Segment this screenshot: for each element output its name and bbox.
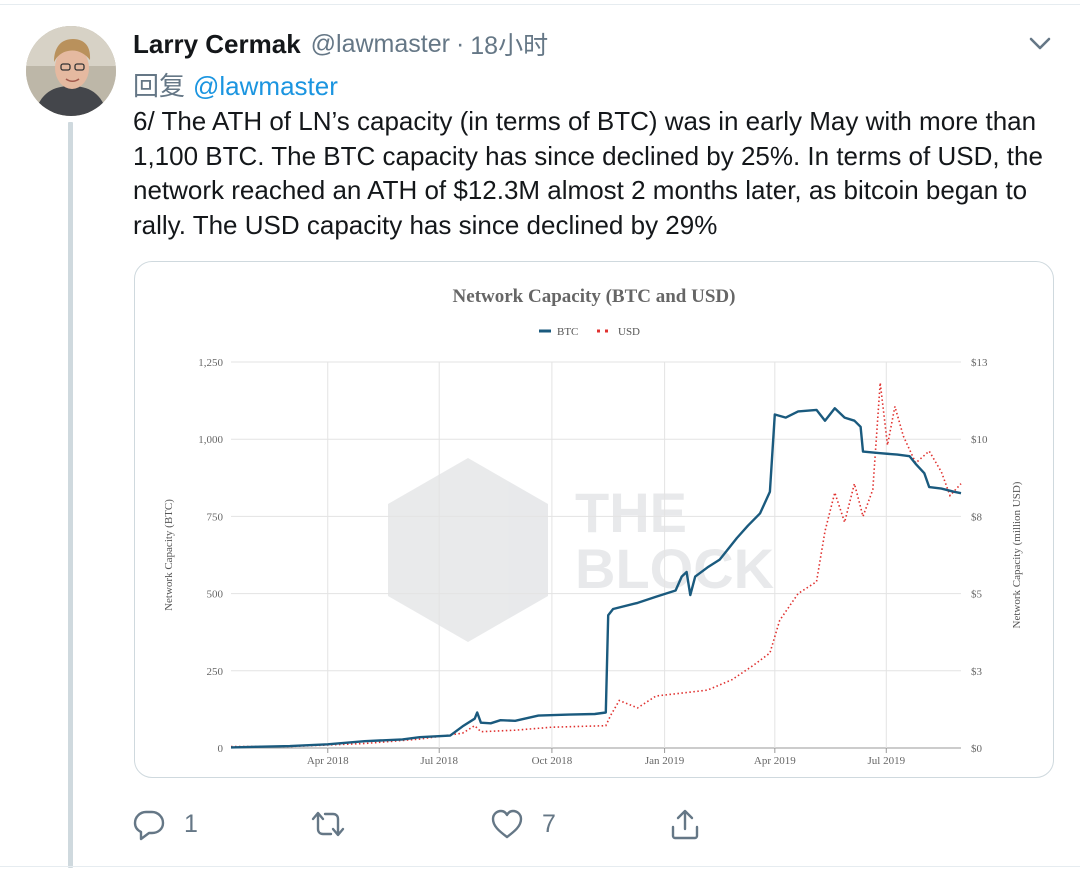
reply-icon (133, 810, 165, 841)
watermark-hexagon (388, 458, 548, 642)
y2-tick-label: $8 (971, 511, 983, 523)
heart-icon (491, 809, 523, 839)
y-tick-label: 750 (207, 511, 224, 523)
reply-button[interactable]: 1 (132, 800, 198, 848)
y-axis-title: Network Capacity (BTC) (163, 499, 175, 611)
retweet-button[interactable] (310, 800, 364, 848)
y-tick-label: 1,250 (198, 357, 223, 369)
watermark-text: BLOCK (575, 537, 774, 600)
chart-title: Network Capacity (BTC and USD) (453, 286, 736, 307)
top-divider (0, 4, 1080, 5)
like-count: 7 (542, 809, 556, 838)
like-button[interactable]: 7 (490, 800, 556, 848)
x-tick-label: Jan 2019 (645, 755, 685, 767)
y-tick-label: 0 (218, 743, 224, 755)
y-tick-label: 1,000 (198, 434, 223, 446)
y2-tick-label: $5 (971, 589, 983, 601)
series-line-btc (230, 407, 962, 749)
reply-prefix: 回复 (133, 71, 186, 101)
x-tick-label: Jul 2019 (867, 755, 905, 767)
x-tick-label: Jul 2018 (420, 755, 458, 767)
separator-dot: · (455, 29, 465, 58)
y2-tick-label: $13 (971, 357, 988, 369)
watermark-text: THE (575, 481, 687, 544)
reply-mention-link[interactable]: @lawmaster (193, 71, 338, 101)
x-tick-label: Apr 2018 (307, 755, 349, 767)
series-line-usd (231, 382, 962, 748)
author-name[interactable]: Larry Cermak (133, 28, 301, 59)
tweet-text: 6/ The ATH of LN’s capacity (in terms of… (133, 106, 1043, 240)
replying-to: 回复 @lawmaster (133, 66, 338, 103)
retweet-icon (311, 811, 345, 837)
avatar-photo (26, 26, 116, 116)
bottom-divider (0, 866, 1080, 867)
tweet-header: Larry Cermak @lawmaster · 18小时 (133, 24, 548, 64)
reply-count: 1 (184, 809, 198, 838)
y2-tick-label: $10 (971, 434, 988, 446)
share-icon (671, 809, 699, 840)
tweet-timestamp[interactable]: 18小时 (470, 32, 549, 60)
chevron-down-icon (1029, 37, 1051, 50)
y2-tick-label: $0 (971, 743, 983, 755)
legend-label-btc: BTC (557, 326, 578, 338)
tweet-actions: 1 7 (0, 800, 1080, 850)
author-handle[interactable]: @lawmaster (310, 29, 450, 58)
y2-tick-label: $3 (971, 666, 983, 678)
avatar[interactable] (26, 26, 116, 116)
share-button[interactable] (668, 800, 702, 848)
y2-axis-title: Network Capacity (million USD) (1011, 481, 1023, 628)
thread-connector-line (68, 122, 73, 868)
chart-image-card[interactable]: THE BLOCK 0 $0 250 $3 500 $5 750 $8 1,000 $10 1,250 $… (134, 261, 1054, 778)
x-tick-label: Oct 2018 (532, 755, 573, 767)
y-tick-label: 500 (207, 589, 224, 601)
x-tick-label: Apr 2019 (754, 755, 796, 767)
more-options-button[interactable] (1022, 28, 1058, 58)
legend-label-usd: USD (618, 326, 640, 338)
y-tick-label: 250 (207, 666, 224, 678)
